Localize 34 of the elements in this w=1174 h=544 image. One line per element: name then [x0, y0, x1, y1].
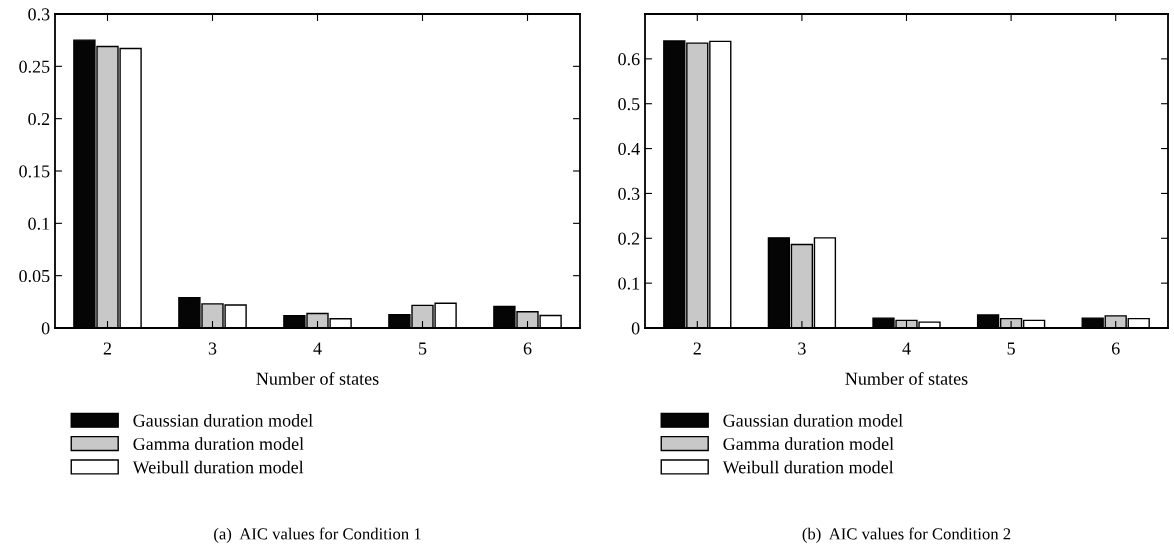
y-tick-label: 0.4: [618, 142, 640, 156]
x-tick-label: 2: [693, 342, 701, 355]
y-tick-label: 0.25: [19, 60, 50, 73]
x-tick-label: 3: [208, 342, 217, 355]
legend-label: Gaussian duration model: [133, 413, 313, 427]
y-tick-label: 0: [631, 322, 640, 335]
y-tick-label: 0.5: [618, 97, 640, 111]
y-tick-label: 0.15: [19, 165, 50, 178]
y-tick-label: 0.1: [28, 217, 50, 230]
x-axis-title: Number of states: [845, 371, 968, 385]
text: (b) AIC values for Condition 2: [802, 527, 1011, 543]
y-tick-label: 0.2: [618, 232, 640, 245]
x-tick-label: 3: [798, 342, 806, 355]
legend-label: Weibull duration model: [132, 460, 304, 474]
legend-label: Gamma duration model: [133, 437, 304, 451]
x-tick-label: 4: [313, 342, 322, 355]
legend-label: Gamma duration model: [723, 437, 894, 451]
legend-label: Gaussian duration model: [723, 413, 903, 427]
y-tick-label: 0.05: [19, 269, 50, 283]
x-tick-label: 6: [1111, 342, 1120, 355]
y-tick-label: 0.1: [618, 277, 640, 290]
y-tick-label: 0.6: [618, 53, 640, 66]
y-tick-label: 0.3: [28, 8, 50, 21]
text: (a) AIC values for Condition 1: [214, 527, 421, 543]
y-tick-label: 0.2: [28, 112, 50, 126]
x-tick-label: 5: [419, 342, 427, 355]
y-tick-label: 0: [41, 322, 50, 335]
x-axis-title: Number of states: [256, 371, 379, 385]
legend-label: Weibull duration model: [722, 460, 894, 474]
x-tick-label: 6: [523, 342, 532, 355]
y-tick-label: 0.3: [618, 187, 640, 200]
x-tick-label: 4: [902, 342, 911, 355]
x-tick-label: 5: [1007, 342, 1015, 355]
x-tick-label: 2: [103, 342, 112, 355]
